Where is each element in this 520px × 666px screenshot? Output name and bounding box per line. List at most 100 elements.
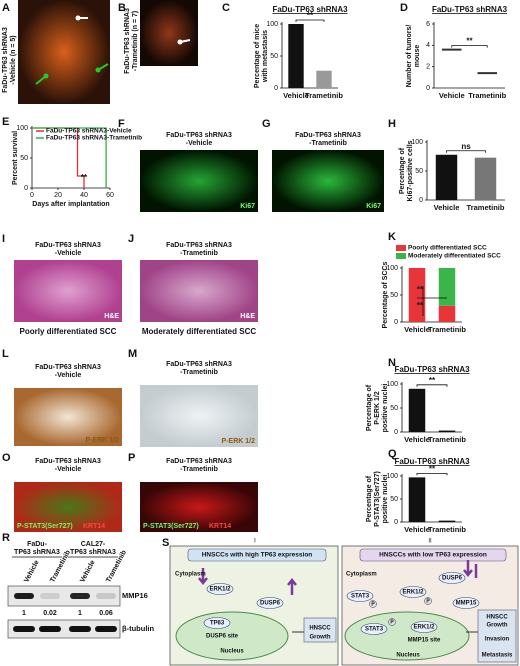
- title-box: [359, 548, 507, 562]
- bar: [474, 157, 497, 200]
- panel-label: K: [388, 231, 396, 243]
- y-axis-label: Number of tumors/: [406, 25, 413, 88]
- pathway-text: MMP15 site: [408, 638, 441, 644]
- y-tick-label: 50: [415, 168, 423, 175]
- outcome-box: [477, 609, 517, 663]
- y-tick-label: 0: [24, 185, 28, 192]
- y-axis-label: mouse: [414, 45, 421, 68]
- y-tick-label: 50: [390, 292, 398, 299]
- y-tick-label: 4: [426, 42, 430, 49]
- x-tick-label: 20: [54, 192, 62, 199]
- chart-title: FaDu-TP63 shRNA3: [394, 457, 470, 466]
- panel-title: -Vehicle: [55, 466, 82, 473]
- panel-label: S: [162, 537, 169, 549]
- group-label: CAL27-: [81, 541, 106, 548]
- pathway-text: Growth: [487, 623, 508, 629]
- panel-title: FaDu-TP63 shRNA3: [166, 458, 232, 465]
- panel-label: H: [388, 118, 396, 130]
- panel-label: G: [262, 118, 271, 130]
- panel-label: M: [128, 348, 137, 360]
- y-tick-label: 0: [426, 85, 430, 92]
- x-tick-label: Trametinib: [428, 435, 466, 444]
- micrograph: [14, 482, 122, 532]
- y-tick-label: 0: [274, 85, 278, 92]
- y-axis-label: Percentage of: [399, 147, 406, 194]
- bar: [408, 388, 426, 432]
- stain-label: P-ERK 1/2: [86, 437, 120, 444]
- bar-segment: [438, 305, 456, 322]
- panel-title: FaDu-TP63 shRNA3: [35, 364, 101, 371]
- x-tick-label: Vehicle: [404, 325, 430, 334]
- chart-title: FaDu-TP63 shRNA3: [432, 5, 508, 14]
- pathway-title: HNSCCs with low TP63 expression: [379, 552, 487, 559]
- survival-line: [32, 127, 107, 188]
- pathway-text: ERK1/2: [402, 590, 424, 596]
- pathway-text: TP63: [210, 621, 225, 627]
- x-tick-label: 60: [106, 192, 114, 199]
- outcome-box: [303, 617, 337, 643]
- significance-label: **: [429, 464, 436, 473]
- group-label: TP63 shRNA3: [70, 549, 116, 556]
- significance-bracket: [295, 19, 325, 22]
- y-tick-label: 100: [411, 139, 423, 146]
- phospho: [424, 597, 432, 605]
- panel-label: I: [2, 233, 5, 245]
- significance-label: **: [81, 173, 88, 182]
- phospho: [388, 618, 396, 626]
- panel-label: A: [2, 2, 10, 14]
- significance-bracket: [416, 472, 448, 476]
- x-tick-label: Trametinib: [428, 525, 466, 534]
- band: [69, 626, 91, 632]
- x-tick-label: 0: [30, 192, 34, 199]
- pathway-text: DUSP6: [442, 576, 463, 582]
- protein: [410, 621, 438, 633]
- micrograph: [14, 388, 122, 446]
- x-tick-label: Trametinib: [468, 91, 506, 100]
- panel-title: -Trametinib (n = 7): [132, 11, 139, 71]
- bar: [438, 520, 456, 522]
- x-tick-label: Vehicle: [404, 435, 430, 444]
- y-tick-label: 50: [390, 405, 398, 412]
- band-quantification: 1: [78, 610, 82, 617]
- legend-label: FaDu-TP63 shRNA3-Trametinib: [46, 135, 142, 142]
- y-axis-label: with metastasis: [262, 30, 269, 83]
- significance-bracket: [451, 45, 488, 48]
- pathway-text: Cytoplasm: [346, 572, 377, 578]
- stain-label: KRT14: [83, 523, 105, 530]
- band: [40, 593, 60, 599]
- micrograph: [140, 260, 258, 322]
- y-axis-label: positive nuclei: [382, 384, 389, 433]
- protein: [438, 572, 466, 584]
- panel-title: FaDu-TP63 shRNA3: [124, 8, 131, 74]
- band: [70, 593, 90, 599]
- protein: [206, 583, 234, 595]
- significance-label: **: [466, 37, 473, 46]
- pathway-text: MMP15: [456, 601, 477, 607]
- arrow-head: [75, 15, 81, 21]
- legend-swatch: [396, 253, 406, 259]
- significance-label: **: [417, 285, 424, 294]
- stain-label: P-ERK 1/2: [222, 438, 256, 445]
- pathway-text: HNSCC: [309, 626, 331, 632]
- x-tick-label: Vehicle: [404, 525, 430, 534]
- phospho: [369, 600, 377, 608]
- protein: [360, 623, 388, 635]
- panel-label: D: [400, 2, 408, 14]
- micrograph: [18, 0, 110, 104]
- legend-swatch: [396, 245, 406, 251]
- stain-label: H&E: [240, 313, 255, 320]
- band: [39, 626, 61, 632]
- panel-label: J: [128, 233, 134, 245]
- y-tick-label: 50: [390, 496, 398, 503]
- title-box: [187, 548, 327, 562]
- panel-title: -Trametinib: [309, 140, 347, 147]
- protein-label: β-tubulin: [122, 624, 154, 633]
- pathway-text: Nucleus: [396, 653, 420, 659]
- y-axis-label: Percentage of: [366, 475, 373, 522]
- stain-label: KRT14: [209, 523, 231, 530]
- protein-label: MMP16: [122, 591, 148, 600]
- panel-caption: Moderately differentiated SCC: [142, 327, 256, 336]
- y-axis-label: P-ERK 1/2: [374, 391, 381, 425]
- bar: [435, 154, 458, 200]
- panel-title: FaDu-TP63 shRNA3: [166, 361, 232, 368]
